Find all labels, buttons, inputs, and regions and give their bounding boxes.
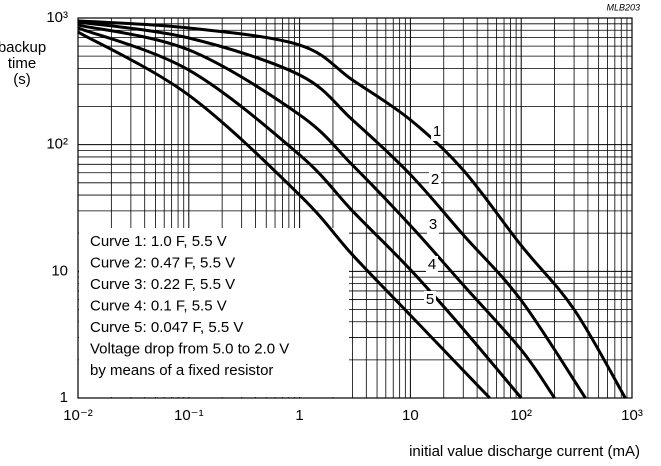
legend-text: Voltage drop from 5.0 to 2.0 V (90, 340, 289, 357)
legend-text: Curve 4: 0.1 F, 5.5 V (90, 297, 227, 314)
x-tick-label: 1 (295, 407, 303, 424)
legend-box (79, 228, 349, 397)
x-tick-label: 10⁻¹ (174, 407, 204, 424)
curve-label: 3 (429, 216, 437, 233)
curve-label: 4 (428, 256, 436, 273)
plot-frame (77, 17, 633, 399)
y-axis-label: time (8, 55, 36, 72)
curve-label-bg (429, 171, 441, 189)
legend-text: Curve 3: 0.22 F, 5.5 V (90, 276, 235, 293)
legend-text: Curve 2: 0.47 F, 5.5 V (90, 254, 235, 271)
legend-text: Curve 1: 1.0 F, 5.5 V (90, 233, 227, 250)
curve (77, 20, 587, 399)
x-tick-label: 10² (510, 407, 532, 424)
curve-label-bg (431, 123, 443, 141)
x-tick-label: 10⁻² (63, 407, 93, 424)
y-axis-label: (s) (13, 71, 31, 88)
curve-label-bg (427, 216, 439, 234)
y-tick-label: 1 (60, 389, 68, 406)
figure-code: MLB203 (606, 2, 640, 12)
y-tick-label: 10 (51, 262, 68, 279)
curve-label: 1 (433, 123, 441, 140)
legend: Curve 1: 1.0 F, 5.5 V Curve 2: 0.47 F, 5.… (79, 228, 349, 397)
x-axis-label: initial value discharge current (mA) (409, 443, 640, 460)
curve (77, 19, 627, 399)
legend-text: by means of a fixed resistor (90, 362, 273, 379)
y-axis-label: backup (0, 39, 46, 56)
legend-text: Curve 5: 0.047 F, 5.5 V (90, 319, 243, 336)
y-tick-label: 10³ (46, 9, 68, 26)
x-tick-label: 10³ (621, 407, 643, 424)
curve (77, 26, 523, 399)
curve-label-bg (426, 256, 438, 274)
curve-label: 5 (426, 291, 434, 308)
y-tick-label: 10² (46, 136, 68, 153)
curve-label-bg (424, 291, 436, 309)
curve (77, 23, 556, 399)
curve-label: 2 (431, 171, 439, 188)
curve (77, 30, 491, 400)
x-tick-label: 10 (402, 407, 419, 424)
